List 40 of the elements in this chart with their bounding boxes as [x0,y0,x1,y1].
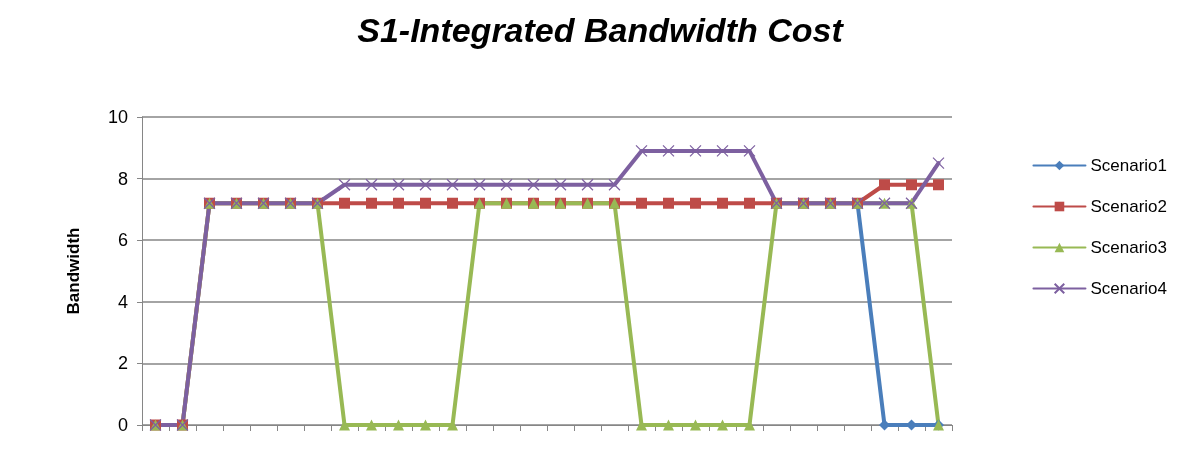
y-tick-label: 2 [117,353,128,374]
point [690,197,701,209]
point [933,179,944,191]
point [420,197,431,209]
legend-label: Scenario4 [1090,279,1168,298]
point [581,178,594,191]
point [420,419,431,431]
point [554,178,567,191]
y-tick-label: 8 [117,168,128,189]
point [500,178,513,191]
y-tick-label: 4 [117,291,128,312]
point [366,197,377,209]
point [690,419,701,431]
legend-label: Scenario2 [1090,197,1168,216]
point [339,197,350,209]
point [446,178,459,191]
point [717,197,728,209]
point [527,178,540,191]
point [392,178,405,191]
point [636,197,647,209]
legend-label: Scenario1 [1090,156,1168,175]
point [366,419,377,431]
legend-label: Scenario3 [1090,238,1168,257]
point [393,197,404,209]
point [879,179,890,191]
point [393,419,404,431]
point [717,419,728,431]
y-tick-label: 0 [117,415,128,435]
point [365,178,378,191]
y-tick-label: 10 [107,107,128,127]
point [447,197,458,209]
y-tick-label: 6 [117,230,128,251]
point [663,197,674,209]
point [473,178,486,191]
point [663,419,674,431]
point [419,178,432,191]
point [906,179,917,191]
point [744,197,755,209]
y-axis-title: Bandwidth [64,227,83,315]
chart-title: S1-Integrated Bandwidth Cost [357,11,845,49]
